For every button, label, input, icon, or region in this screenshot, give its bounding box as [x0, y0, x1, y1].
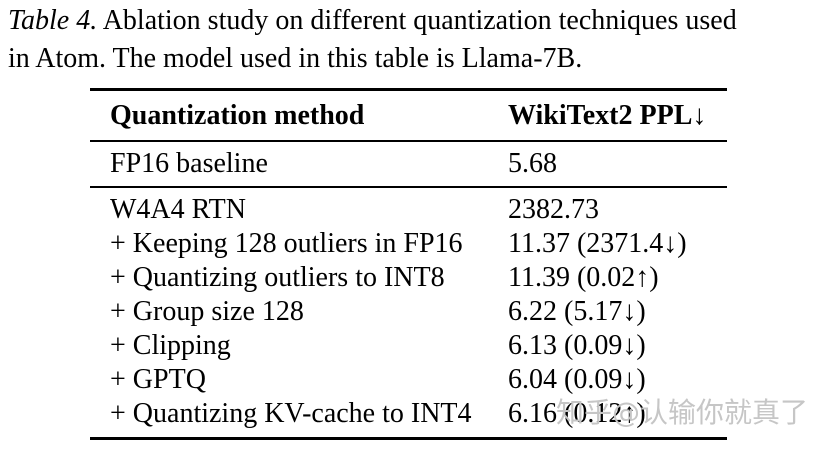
table-mid-rule-1: [90, 140, 727, 142]
cell-ppl: 6.22 (5.17↓): [508, 296, 646, 327]
table-row: + Group size 128 6.22 (5.17↓): [90, 295, 727, 329]
table-row: + GPTQ 6.04 (0.09↓): [90, 363, 727, 397]
table-caption: Table 4. Ablation study on different qua…: [8, 2, 737, 78]
table-body: W4A4 RTN 2382.73 + Keeping 128 outliers …: [90, 188, 727, 437]
table-row: + Quantizing outliers to INT8 11.39 (0.0…: [90, 261, 727, 295]
cell-method: + GPTQ: [110, 364, 206, 395]
cell-ppl: 6.04 (0.09↓): [508, 364, 646, 395]
cell-ppl: 6.16 (0.12↑): [508, 398, 646, 429]
table-row: + Clipping 6.13 (0.09↓): [90, 329, 727, 363]
cell-ppl: 2382.73: [508, 194, 599, 225]
caption-text-line1: Ablation study on different quantization…: [102, 5, 737, 36]
table-row: W4A4 RTN 2382.73: [90, 193, 727, 227]
cell-ppl: 5.68: [508, 148, 557, 179]
cell-method: + Quantizing outliers to INT8: [110, 262, 445, 293]
table-top-rule: [90, 88, 727, 91]
zhihu-watermark: 知乎@认输你就真了: [556, 396, 809, 429]
cell-ppl: 6.13 (0.09↓): [508, 330, 646, 361]
cell-ppl: 11.39 (0.02↑): [508, 262, 659, 293]
cell-method: FP16 baseline: [110, 148, 268, 179]
header-quantization-method: Quantization method: [110, 99, 365, 131]
table-mid-rule-2: [90, 186, 727, 188]
caption-label: Table 4.: [8, 5, 98, 36]
table-row: + Keeping 128 outliers in FP16 11.37 (23…: [90, 227, 727, 261]
header-wikitext2-ppl: WikiText2 PPL↓: [508, 99, 707, 131]
ablation-table: Quantization method WikiText2 PPL↓ FP16 …: [90, 88, 727, 440]
table-bottom-rule: [90, 437, 727, 440]
table-header-row: Quantization method WikiText2 PPL↓: [90, 91, 727, 140]
cell-method: + Keeping 128 outliers in FP16: [110, 228, 463, 259]
caption-line-1: Table 4. Ablation study on different qua…: [8, 2, 737, 40]
cell-method: W4A4 RTN: [110, 194, 246, 225]
cell-method: + Quantizing KV-cache to INT4: [110, 398, 472, 429]
table-row: + Quantizing KV-cache to INT4 6.16 (0.12…: [90, 397, 727, 431]
cell-method: + Clipping: [110, 330, 231, 361]
caption-line-2: in Atom. The model used in this table is…: [8, 43, 583, 74]
table-row-baseline: FP16 baseline 5.68: [90, 142, 727, 186]
cell-method: + Group size 128: [110, 296, 304, 327]
cell-ppl: 11.37 (2371.4↓): [508, 228, 687, 259]
